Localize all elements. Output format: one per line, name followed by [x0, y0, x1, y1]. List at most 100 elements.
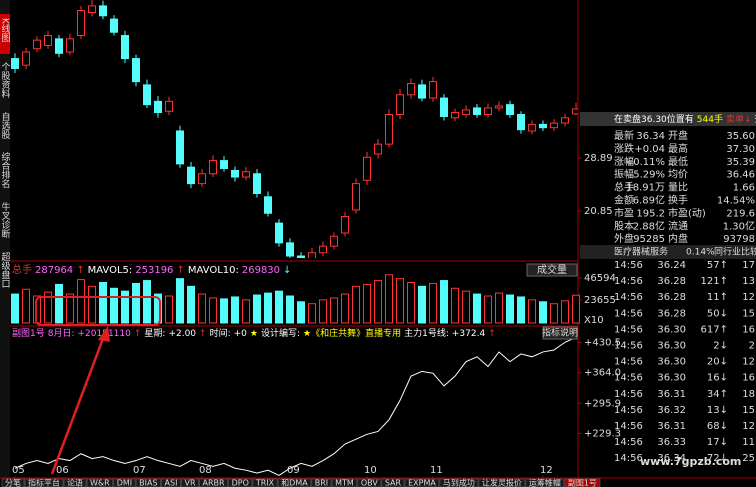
tab-bg — [86, 478, 114, 487]
tab[interactable]: 让发灵报价 — [482, 478, 522, 487]
tab[interactable]: SAR — [385, 479, 402, 487]
candle-body — [572, 108, 578, 115]
candle-body — [451, 112, 459, 119]
volume-bar — [11, 293, 19, 324]
tab[interactable]: MTM — [335, 479, 354, 487]
sidebar-tab-bg[interactable] — [0, 14, 10, 54]
trade-price: 36.28 — [657, 292, 686, 303]
volume-bar — [77, 279, 85, 324]
tab-bg — [1, 478, 25, 487]
tab[interactable]: 分笔 — [5, 478, 21, 487]
candle-body — [286, 242, 294, 257]
tab[interactable]: TRIX — [255, 479, 275, 487]
button[interactable]: 指标说明 — [542, 327, 578, 339]
tab-bg — [525, 478, 565, 487]
trade-time: 14:56 — [614, 292, 643, 303]
volume-bar — [506, 294, 514, 324]
x-tick-label: 06 — [56, 465, 69, 476]
tab[interactable]: 指标平台 — [28, 478, 60, 487]
candle-body — [352, 183, 360, 211]
candle-body — [121, 35, 129, 60]
sidebar-item[interactable]: 综合排名 — [0, 151, 10, 189]
quote-label: 开盘 — [668, 129, 688, 142]
sidebar-item[interactable]: 超级盘口 — [0, 251, 10, 288]
volume-bar — [561, 300, 569, 324]
quote-label: 流通 — [668, 219, 688, 232]
quote-value: 35.60 — [726, 131, 755, 142]
quote-value: 1.66 — [733, 183, 755, 194]
tab[interactable]: OBV — [361, 479, 379, 487]
candle-body — [517, 114, 525, 131]
annotation-arrow — [50, 335, 106, 475]
header-part: MAVOL5: — [88, 265, 133, 276]
candle-body — [77, 10, 85, 37]
industry-name: 医疗器械服务 — [614, 246, 668, 258]
trade-time: 14:56 — [614, 405, 643, 416]
trade-count: 11 — [742, 437, 755, 448]
trade-time: 14:56 — [614, 341, 643, 352]
tab[interactable]: 马到成功 — [443, 478, 475, 487]
tab[interactable]: BIAS — [139, 479, 157, 487]
volume-bar — [44, 291, 52, 324]
sidebar-item[interactable]: 牛叉诊断 — [0, 201, 10, 239]
candle-body — [55, 38, 63, 54]
tab-bg — [199, 478, 229, 487]
volume-bar — [253, 294, 261, 324]
header-part: ↓ — [283, 265, 291, 276]
quote-value: 2.88亿 — [633, 219, 665, 232]
volume-bar — [440, 280, 448, 324]
volume-bar — [429, 282, 437, 324]
tab[interactable]: 论语 — [67, 478, 83, 487]
trade-volume: 2↓ — [713, 341, 728, 352]
trade-count: 12 — [742, 421, 755, 432]
trade-count: 17 — [742, 260, 755, 271]
button-bg[interactable] — [542, 326, 578, 340]
trade-time: 14:56 — [614, 260, 643, 271]
sidebar-item[interactable]: 自选股 — [0, 111, 10, 140]
trade-volume: 72↓ — [707, 453, 728, 464]
tab-bg — [439, 478, 479, 487]
volume-bar — [407, 281, 415, 324]
tab-bg — [331, 478, 358, 487]
header-part: 8月日: — [48, 328, 75, 339]
tab[interactable]: W&R — [90, 479, 110, 487]
tab[interactable]: 副图1号 — [568, 479, 597, 487]
sidebar-tab[interactable]: K线图 — [0, 18, 10, 43]
volume-bar — [99, 281, 107, 324]
candle-body — [187, 166, 195, 185]
tab[interactable]: DMI — [117, 479, 132, 487]
y-tick-label: 46594 — [584, 273, 616, 284]
trade-price: 36.30 — [657, 324, 686, 335]
trade-price: 36.31 — [657, 389, 686, 400]
unit-label: X10 — [584, 315, 604, 326]
header-part: +0 — [234, 329, 248, 339]
volume-bar — [66, 293, 74, 324]
candle-body — [363, 156, 371, 181]
button-bg[interactable] — [526, 263, 578, 277]
header-part: +2.00 — [168, 329, 196, 339]
volume-bar — [484, 295, 492, 324]
tab[interactable]: ARBR — [203, 479, 226, 487]
quote-value: 37.30 — [726, 144, 755, 155]
candle-body — [440, 97, 448, 117]
candle-body — [66, 38, 74, 53]
trade-time: 14:56 — [614, 453, 643, 464]
quote-label: 量比 — [668, 182, 688, 194]
trade-count: 25 — [742, 453, 755, 464]
trade-count: 12 — [742, 357, 755, 368]
volume-bar — [220, 298, 228, 324]
candle-body — [385, 114, 393, 145]
tab[interactable]: VR — [184, 479, 195, 487]
candle-body — [418, 84, 426, 99]
tab[interactable]: 运筹帷幄 — [529, 478, 561, 487]
industry-compare[interactable]: 同行业比较 — [714, 246, 756, 258]
trade-volume: 20↓ — [707, 357, 728, 368]
sidebar-item[interactable]: 个股资料 — [0, 62, 10, 99]
button[interactable]: 成交量 — [537, 263, 567, 276]
tab[interactable]: BRI — [315, 479, 328, 487]
tab[interactable]: 和DMA — [281, 479, 308, 487]
tab[interactable]: EXPMA — [408, 479, 436, 487]
tab[interactable]: DPO — [232, 479, 249, 487]
tab[interactable]: ASI — [165, 479, 178, 487]
candle-body — [297, 255, 305, 258]
